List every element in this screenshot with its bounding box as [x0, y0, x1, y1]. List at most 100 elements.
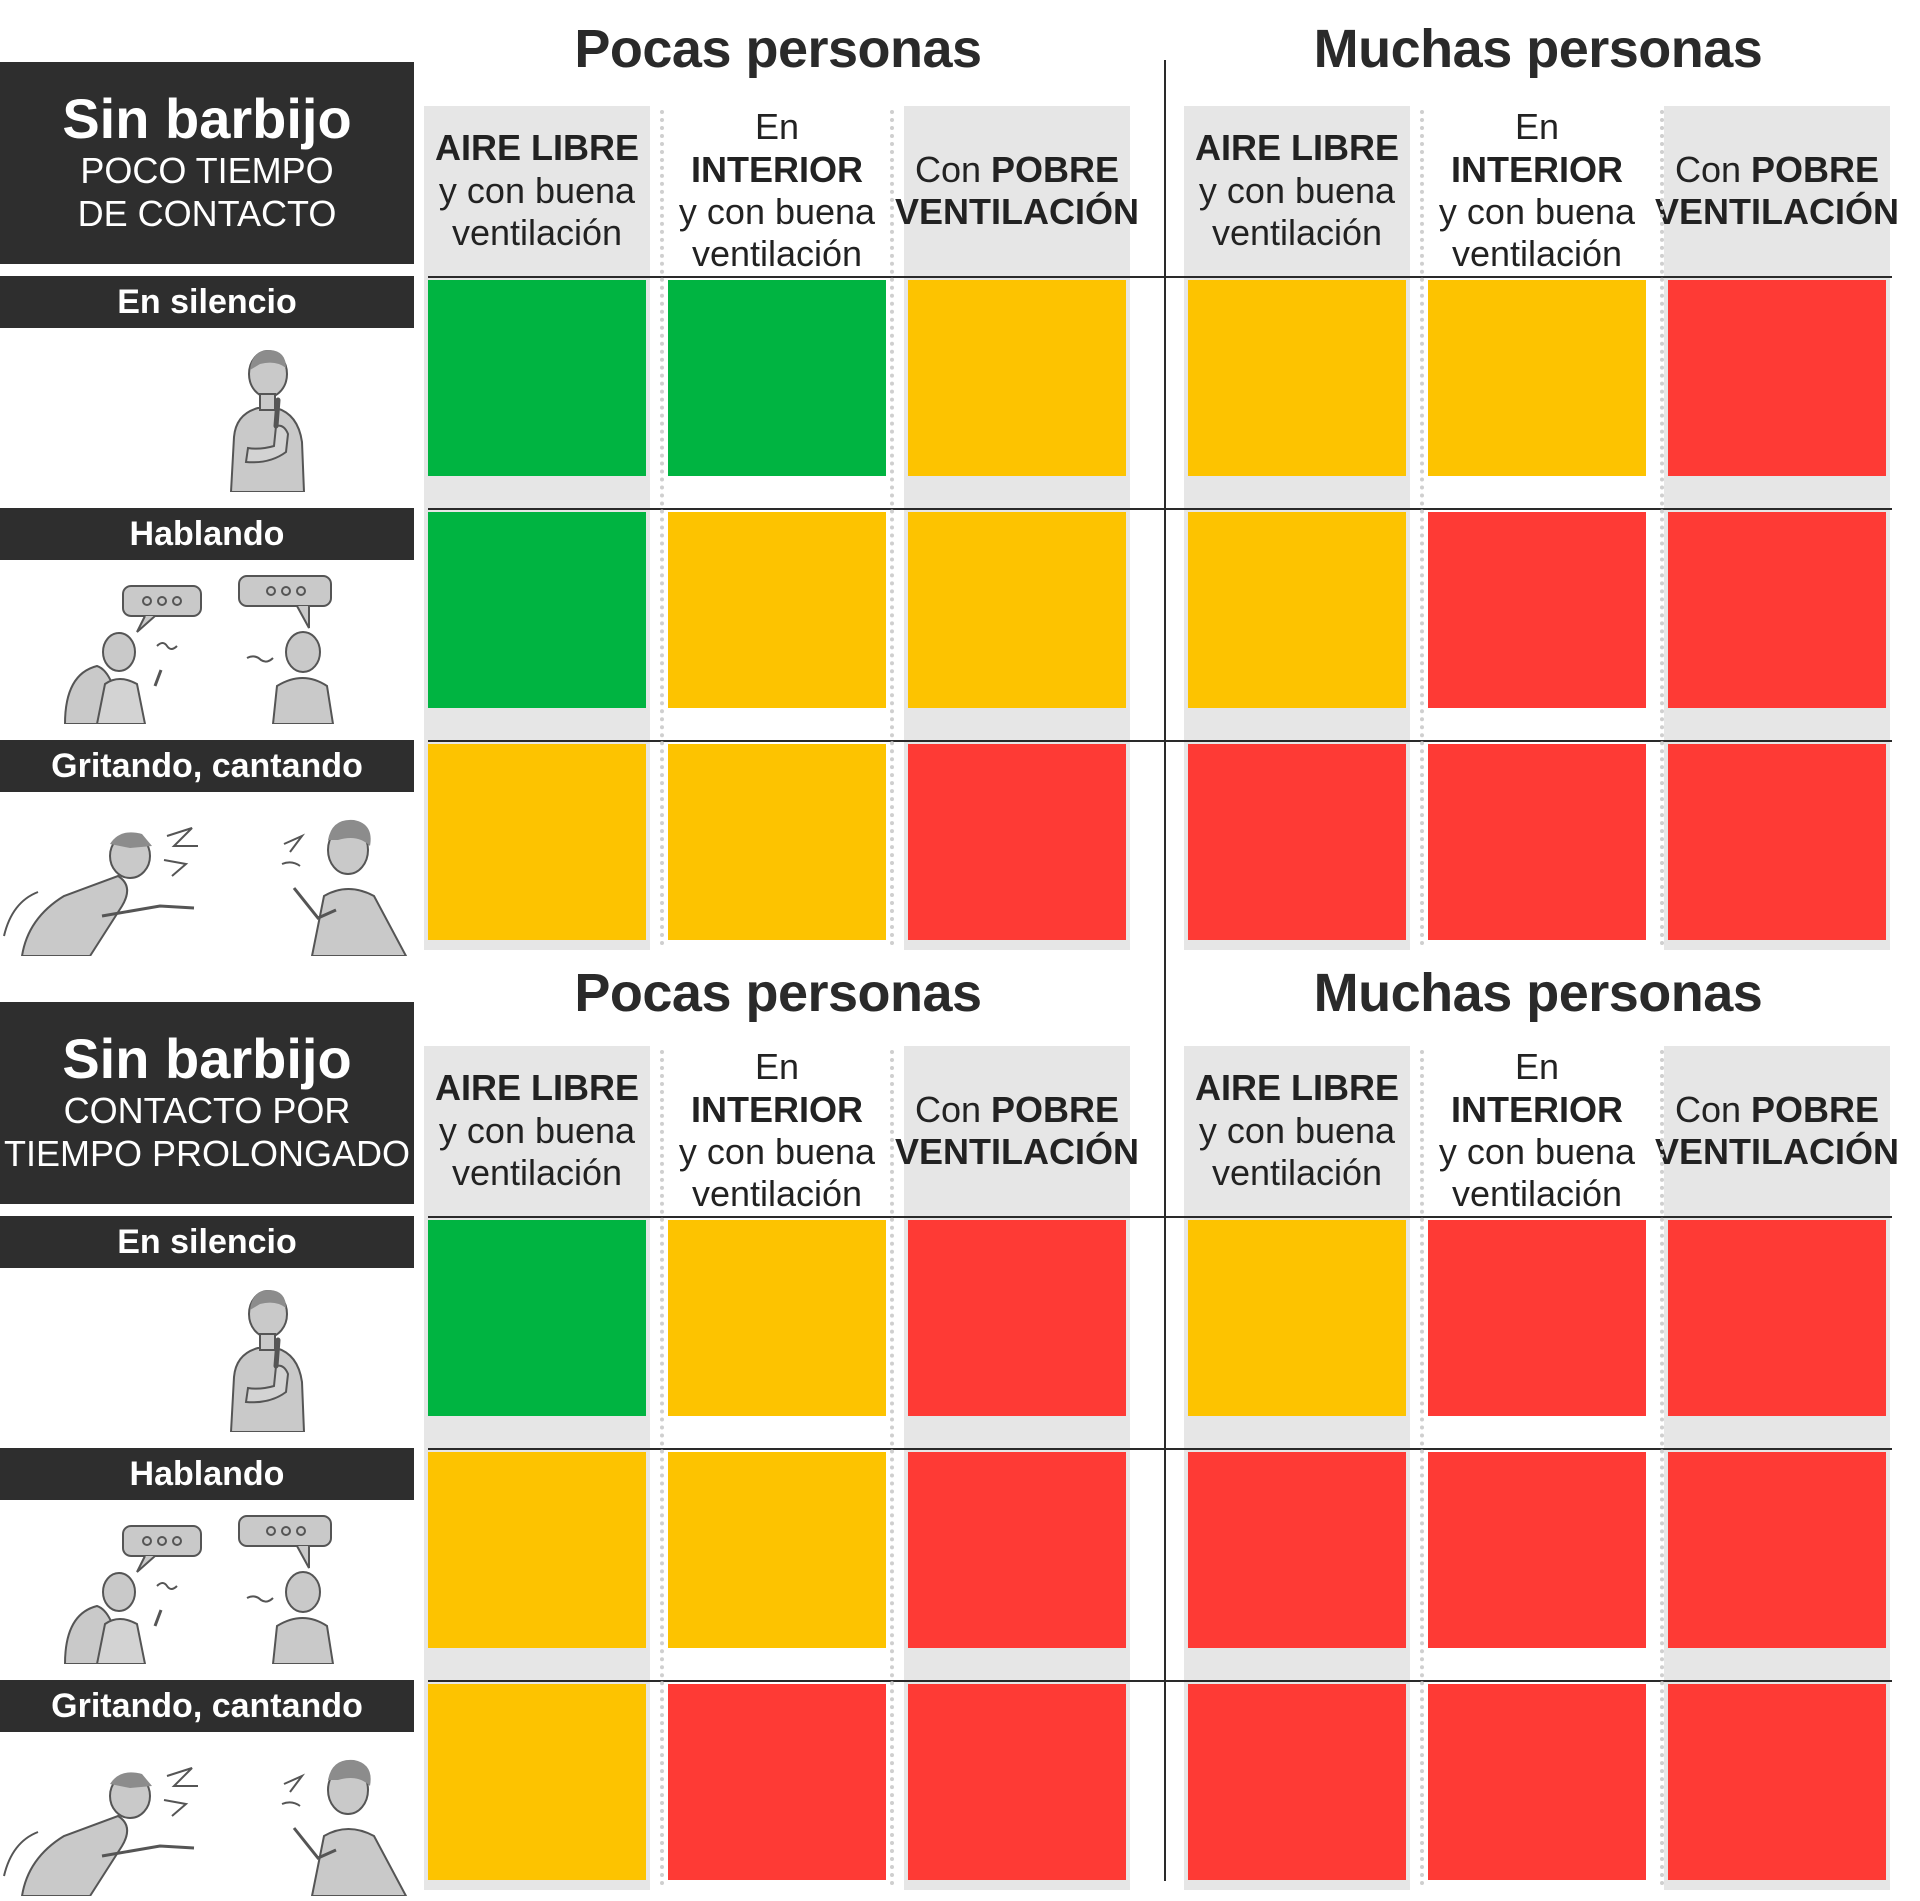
row-label: Gritando, cantando: [0, 740, 414, 792]
group-divider: [1164, 60, 1166, 1881]
column-header-pre: Con: [1674, 148, 1751, 190]
column-header-pre: En: [1514, 106, 1560, 148]
column-header-pre: Con: [914, 148, 991, 190]
column-header-bold: VENTILACIÓN: [1655, 191, 1900, 232]
column-header-poor: Con POBRE VENTILACIÓN: [1655, 106, 1899, 276]
column-header-rest: y con buena ventilación: [678, 1131, 876, 1215]
group-title-many: Muchas personas: [1313, 963, 1763, 1023]
risk-cell-yellow: [1188, 1220, 1406, 1416]
shouting-people-icon: [2, 1746, 412, 1901]
risk-cell-yellow: [908, 512, 1126, 708]
talking-people-icon: [57, 574, 357, 729]
risk-cell-red: [1668, 512, 1886, 708]
risk-cell-red: [1668, 1452, 1886, 1648]
row-divider: [428, 1448, 1892, 1450]
column-header-bold: AIRE LIBRE: [434, 127, 639, 169]
column-header-bold: INTERIOR: [1450, 148, 1623, 190]
row-divider: [428, 508, 1892, 510]
column-header-bold: INTERIOR: [1450, 1088, 1623, 1130]
row-divider: [428, 1680, 1892, 1682]
group-title-many: Muchas personas: [1313, 19, 1763, 79]
row-label: En silencio: [0, 276, 414, 328]
risk-cell-yellow: [668, 744, 886, 940]
column-header-indoor: En INTERIOR y con buena ventilación: [664, 106, 890, 276]
section-title: Sin barbijo: [62, 1027, 352, 1091]
thinking-person-icon: [186, 342, 316, 497]
dotted-separator: [1420, 110, 1424, 946]
column-header-rest: y con buena ventilación: [1198, 169, 1396, 254]
column-header-outdoor: AIRE LIBRE y con buena ventilación: [1184, 106, 1410, 276]
column-header-rest: y con buena ventilación: [1438, 191, 1636, 275]
column-header-outdoor: AIRE LIBRE y con buena ventilación: [1184, 1046, 1410, 1216]
column-header-bold: VENTILACIÓN: [1655, 1131, 1900, 1172]
risk-cell-red: [1428, 1684, 1646, 1880]
section-title-box: Sin barbijo CONTACTO POR TIEMPO PROLONGAD…: [0, 1002, 414, 1204]
risk-cell-red: [1668, 1220, 1886, 1416]
column-header-rest: y con buena ventilación: [1198, 1109, 1396, 1194]
risk-cell-green: [428, 280, 646, 476]
risk-cell-red: [1188, 1452, 1406, 1648]
risk-cell-red: [1428, 1452, 1646, 1648]
dotted-separator: [1660, 1050, 1664, 1886]
column-header-rest: y con buena ventilación: [438, 1109, 636, 1194]
risk-cell-red: [1428, 1220, 1646, 1416]
column-header-poor: Con POBRE VENTILACIÓN: [895, 1046, 1139, 1216]
section-subtitle: POCO TIEMPO DE CONTACTO: [77, 150, 337, 235]
risk-cell-yellow: [1188, 512, 1406, 708]
column-header-pre: En: [754, 1046, 800, 1088]
dotted-separator: [1420, 1050, 1424, 1886]
column-header-pre: En: [754, 106, 800, 148]
column-header-bold: INTERIOR: [690, 148, 863, 190]
column-header-bold: INTERIOR: [690, 1088, 863, 1130]
risk-cell-yellow: [428, 1684, 646, 1880]
dotted-separator: [660, 110, 664, 946]
risk-cell-red: [668, 1684, 886, 1880]
row-label: Gritando, cantando: [0, 1680, 414, 1732]
column-header-bold: AIRE LIBRE: [1194, 127, 1399, 169]
row-label: Hablando: [0, 508, 414, 560]
column-header-rest: y con buena ventilación: [678, 191, 876, 275]
column-header-bold: AIRE LIBRE: [1194, 1067, 1399, 1109]
risk-cell-red: [1428, 744, 1646, 940]
risk-cell-yellow: [1188, 280, 1406, 476]
risk-cell-yellow: [428, 744, 646, 940]
column-header-pre: Con: [1674, 1088, 1751, 1130]
column-header-bold: VENTILACIÓN: [895, 191, 1140, 232]
column-header-rest: y con buena ventilación: [438, 169, 636, 254]
column-header-outdoor: AIRE LIBRE y con buena ventilación: [424, 1046, 650, 1216]
risk-cell-red: [908, 1684, 1126, 1880]
risk-cell-green: [428, 1220, 646, 1416]
dotted-separator: [890, 1050, 894, 1886]
group-title-few: Pocas personas: [574, 19, 982, 79]
risk-cell-red: [908, 1452, 1126, 1648]
risk-cell-red: [1668, 280, 1886, 476]
talking-people-icon: [57, 1514, 357, 1669]
column-header-indoor: En INTERIOR y con buena ventilación: [1424, 106, 1650, 276]
column-header-pre: En: [1514, 1046, 1560, 1088]
risk-cell-yellow: [668, 1452, 886, 1648]
dotted-separator: [660, 1050, 664, 1886]
column-header-bold: AIRE LIBRE: [434, 1067, 639, 1109]
section-subtitle: CONTACTO POR TIEMPO PROLONGADO: [3, 1090, 411, 1175]
thinking-person-icon: [186, 1282, 316, 1437]
column-header-bold: POBRE: [1751, 148, 1880, 190]
dotted-separator: [890, 110, 894, 946]
risk-cell-red: [1188, 744, 1406, 940]
risk-cell-yellow: [908, 280, 1126, 476]
section-title-box: Sin barbijo POCO TIEMPO DE CONTACTO: [0, 62, 414, 264]
risk-cell-yellow: [428, 1452, 646, 1648]
shouting-people-icon: [2, 806, 412, 961]
column-header-rest: y con buena ventilación: [1438, 1131, 1636, 1215]
column-header-indoor: En INTERIOR y con buena ventilación: [1424, 1046, 1650, 1216]
risk-cell-green: [428, 512, 646, 708]
row-divider: [428, 276, 1892, 278]
risk-cell-yellow: [668, 1220, 886, 1416]
risk-cell-red: [908, 1220, 1126, 1416]
column-header-bold: POBRE: [991, 148, 1120, 190]
column-header-poor: Con POBRE VENTILACIÓN: [895, 106, 1139, 276]
row-label: En silencio: [0, 1216, 414, 1268]
row-divider: [428, 740, 1892, 742]
risk-cell-red: [1428, 512, 1646, 708]
risk-cell-red: [1668, 744, 1886, 940]
risk-cell-green: [668, 280, 886, 476]
